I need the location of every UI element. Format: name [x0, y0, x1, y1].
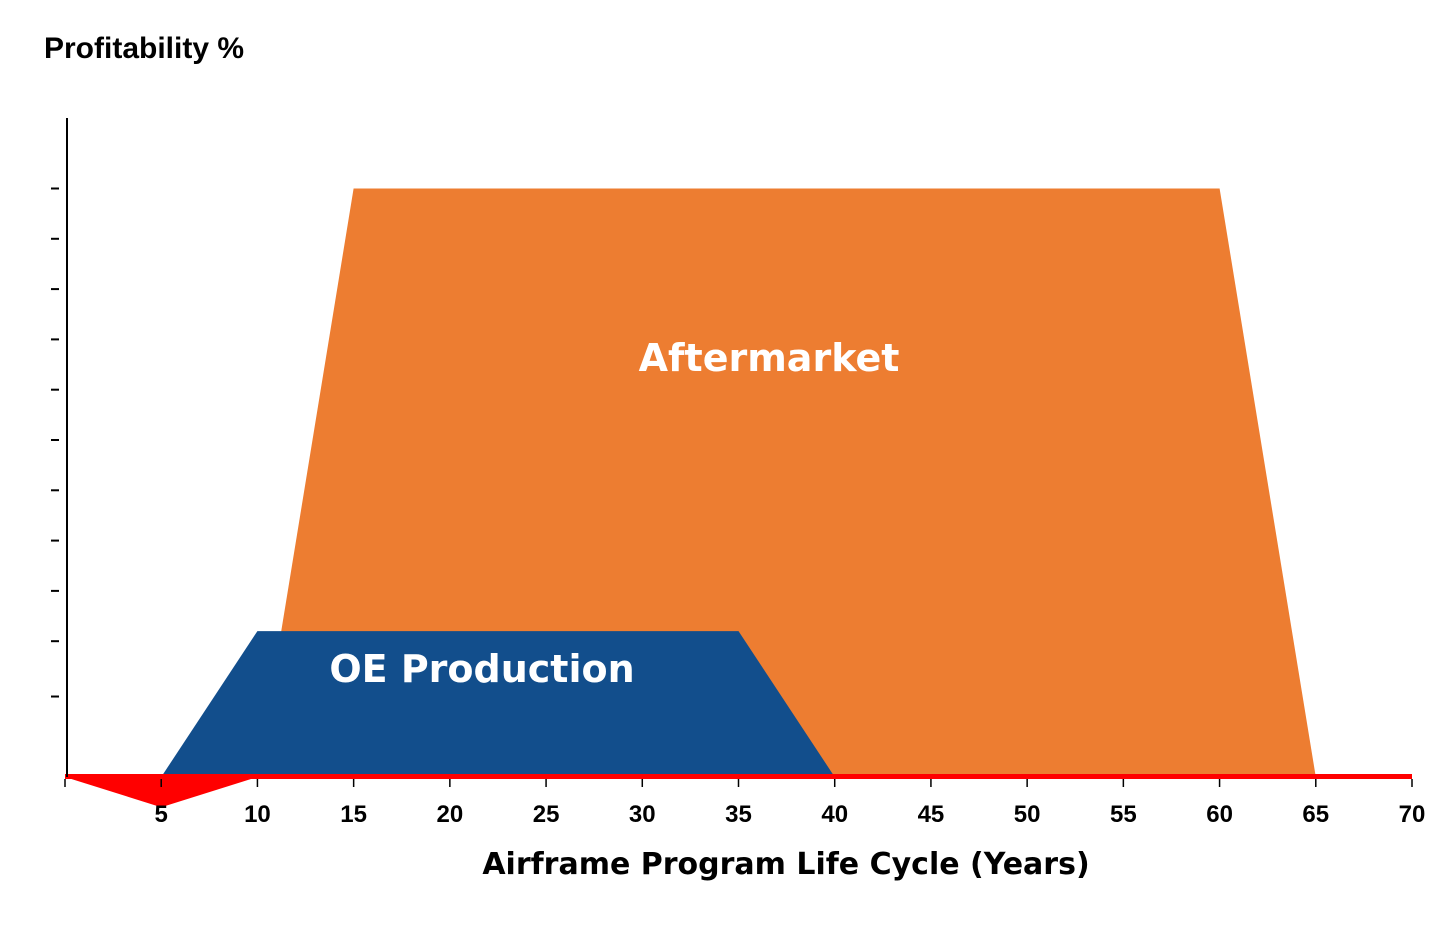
x-tick-label-50: 50	[1014, 801, 1041, 828]
x-tick-label-35: 35	[725, 801, 752, 828]
baseline-band	[65, 774, 1412, 779]
oe-production-area	[161, 631, 835, 777]
x-tick-label-45: 45	[918, 801, 945, 828]
x-tick-label-65: 65	[1302, 801, 1329, 828]
x-tick-label-70: 70	[1399, 801, 1426, 828]
x-tick-label-10: 10	[244, 801, 271, 828]
loss-area	[65, 777, 258, 808]
x-tick-label-15: 15	[340, 801, 367, 828]
x-tick-label-25: 25	[533, 801, 560, 828]
x-tick-label-40: 40	[821, 801, 848, 828]
aftermarket-area	[257, 188, 1316, 777]
x-tick-label-20: 20	[437, 801, 464, 828]
aftermarket-label: Aftermarket	[639, 336, 900, 380]
x-tick-label-5: 5	[155, 801, 168, 828]
plot-area: 5 10 15 20 25 30 35 40 45 50 55 60 65 70 Aftermarket OE…	[51, 118, 1425, 828]
chart-title: Profitability %	[44, 32, 244, 65]
oe-production-label: OE Production	[329, 647, 634, 691]
x-tick-label-30: 30	[629, 801, 656, 828]
x-tick-label-60: 60	[1206, 801, 1233, 828]
x-tick-label-55: 55	[1110, 801, 1137, 828]
x-axis-label: Airframe Program Life Cycle (Years)	[482, 847, 1089, 882]
